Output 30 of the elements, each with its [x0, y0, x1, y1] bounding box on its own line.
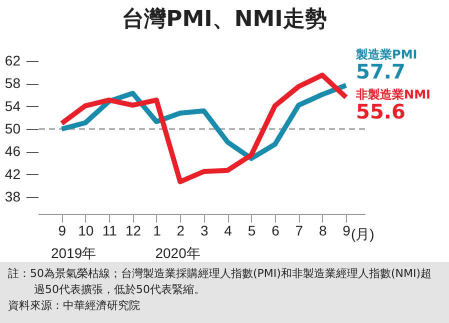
- y-tick-label: 42: [4, 166, 21, 182]
- x-tick-label: 6: [272, 222, 280, 238]
- text: 2020年: [155, 245, 200, 261]
- chart-title: 台灣PMI、NMI走勢: [121, 6, 328, 34]
- x-tick-label: 11: [102, 222, 118, 238]
- text: 製造業PMI: [355, 47, 418, 62]
- y-tick-label: 38: [4, 188, 21, 204]
- x-tick-label: 12: [125, 222, 142, 238]
- data-label: 57.7: [356, 59, 406, 84]
- series-label: 非製造業NMI: [355, 87, 430, 102]
- y-tick-label: 62: [4, 52, 21, 68]
- y-tick-label: 58: [4, 75, 21, 92]
- y-tick-label: 46: [4, 143, 21, 160]
- x-tick-label: 1: [153, 222, 162, 238]
- x-tick-label: 9: [58, 222, 66, 238]
- source-note: 資料來源：中華經濟研究院: [8, 298, 141, 314]
- x-tick-label: 7: [295, 222, 304, 238]
- x-tick-label: 4: [224, 222, 232, 238]
- x-axis-title: (月): [350, 226, 374, 242]
- x-tick-label: 5: [248, 222, 256, 238]
- text: 2019年: [50, 245, 96, 261]
- x-tick-label: 8: [318, 222, 327, 238]
- y-tick-label: 50: [4, 120, 21, 136]
- x-tick-label: 3: [200, 222, 208, 238]
- data-label: 55.6: [356, 99, 406, 124]
- x-tick-label: 9: [342, 222, 351, 238]
- x-tick-label: 2: [176, 222, 185, 238]
- text: 註：50為景氣榮枯線；台灣製造業採購經理人指數(PMI)和非製造業經理人指數(NMI)超過50代表擴張，低於50代表緊縮。: [8, 266, 432, 298]
- y-tick-label: 54: [4, 98, 21, 114]
- x-tick-label: 10: [78, 222, 94, 238]
